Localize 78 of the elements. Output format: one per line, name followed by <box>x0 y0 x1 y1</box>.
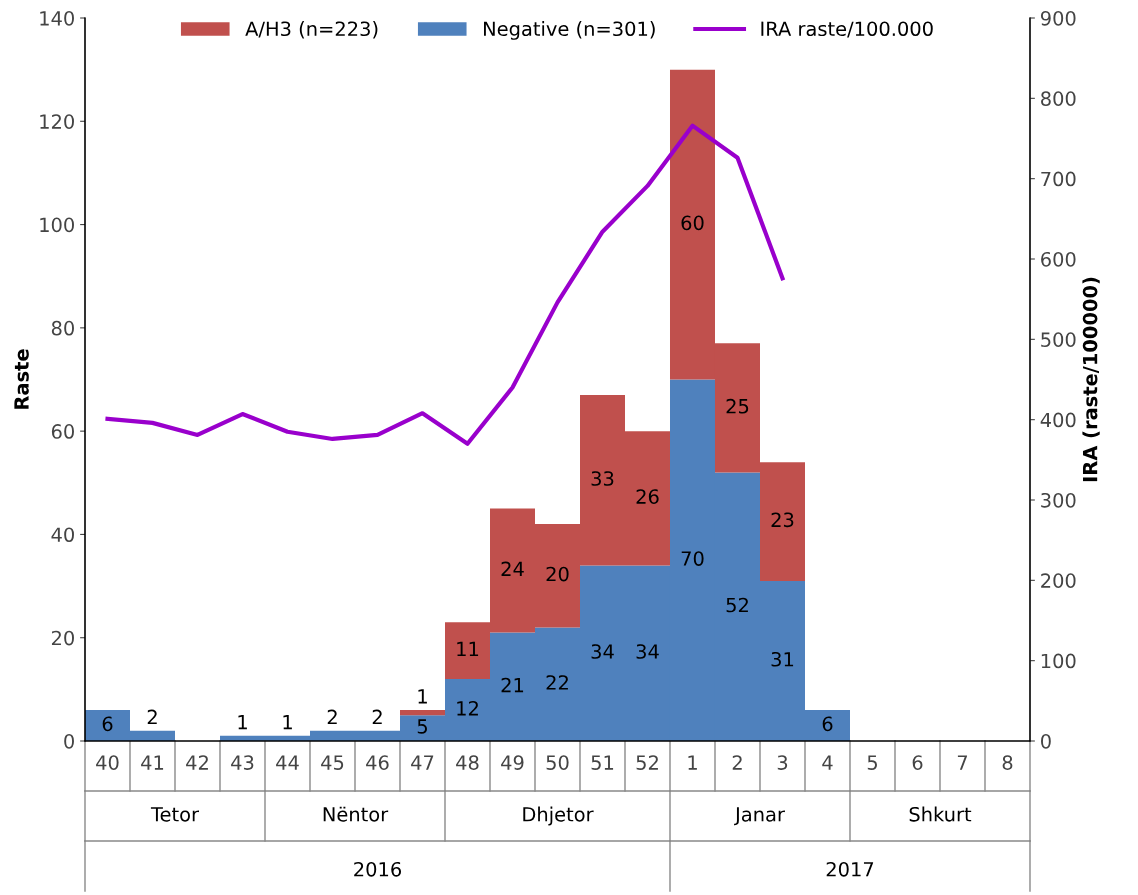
y2-tick-label: 100 <box>1041 653 1076 669</box>
x-tick-label: 44 <box>276 755 299 770</box>
x-tick-label: 6 <box>912 755 923 770</box>
y-tick-label: 80 <box>51 320 74 336</box>
y2-tick-label: 800 <box>1041 91 1076 106</box>
data-label: 1 <box>283 715 292 730</box>
y2-axis-title: IRA (raste/100000) <box>1082 277 1100 482</box>
y-tick-label: 120 <box>40 114 74 129</box>
data-label: 34 <box>591 644 614 659</box>
x-tick-label: 3 <box>777 755 788 770</box>
y-tick-label: 140 <box>40 10 74 26</box>
data-label: 20 <box>546 566 569 582</box>
y2-tick-label: 200 <box>1041 573 1076 588</box>
data-label: 34 <box>636 644 659 659</box>
y2-tick-label: 600 <box>1041 251 1076 267</box>
text: Janar <box>734 807 785 826</box>
data-label: 24 <box>501 561 524 576</box>
y2-tick-label: 500 <box>1041 332 1076 347</box>
x-tick-label: 5 <box>867 755 877 770</box>
data-label: 25 <box>726 398 749 414</box>
legend-label: IRA raste/100.000 <box>761 21 933 38</box>
data-label: 23 <box>771 512 794 528</box>
data-label: 6 <box>822 716 833 732</box>
y2-tick-label: 700 <box>1041 171 1076 187</box>
x-tick-label: 40 <box>96 755 119 770</box>
data-label: 2 <box>147 709 157 725</box>
y-tick-label: 60 <box>51 424 74 439</box>
text: Tetor <box>150 807 200 822</box>
y2-tick-label: 400 <box>1040 412 1076 428</box>
text: Nëntor <box>323 806 389 822</box>
x-tick-label: 42 <box>186 755 208 770</box>
bar <box>400 710 445 716</box>
x-tick-label: 46 <box>366 755 389 770</box>
y2-tick-label: 900 <box>1040 10 1076 26</box>
y2-tick-label: 0 <box>1041 733 1051 749</box>
x-tick-label: 41 <box>141 755 164 770</box>
x-tick-label: 1 <box>688 755 697 770</box>
text: 2017 <box>826 861 874 877</box>
x-tick-label: 51 <box>591 755 614 770</box>
y-tick-label: 0 <box>64 733 74 749</box>
x-tick-label: 49 <box>501 755 524 770</box>
legend-label: A/H3 (n=223) <box>245 21 378 39</box>
y-axis-title: Raste <box>14 349 29 409</box>
data-label: 31 <box>771 651 794 667</box>
data-label: 5 <box>417 719 427 734</box>
y-tick-label: 100 <box>40 217 74 233</box>
data-label: 1 <box>238 715 247 730</box>
line-series <box>105 123 785 446</box>
data-label: 70 <box>681 551 704 566</box>
text: Shkurt <box>909 806 972 822</box>
data-label: 33 <box>591 471 614 486</box>
y2-tick-label: 300 <box>1041 492 1076 508</box>
x-tick-label: 50 <box>546 755 569 770</box>
data-label: 22 <box>546 675 568 690</box>
data-label: 2 <box>372 709 382 725</box>
text: 2016 <box>354 861 402 877</box>
x-tick-label: 48 <box>456 755 479 770</box>
data-label: 2 <box>327 709 337 725</box>
x-tick-label: 4 <box>822 755 833 770</box>
x-tick-label: 52 <box>636 755 658 770</box>
data-label: 52 <box>726 597 748 613</box>
y-tick-label: 40 <box>51 527 74 543</box>
y-tick-label: 20 <box>51 630 74 646</box>
data-label: 1 <box>418 689 427 704</box>
data-label: 12 <box>457 700 478 716</box>
x-tick-label: 47 <box>411 755 434 770</box>
x-tick-label: 8 <box>1002 755 1013 770</box>
x-tick-label: 43 <box>231 755 254 770</box>
text: Dhjetor <box>523 806 594 826</box>
data-label: 26 <box>636 489 659 504</box>
data-label: 21 <box>501 677 524 693</box>
x-tick-label: 2 <box>732 755 742 770</box>
data-label: 11 <box>457 641 479 656</box>
legend-label: Negative (n=301) <box>484 21 655 40</box>
data-label: 60 <box>681 215 704 231</box>
x-tick-label: 45 <box>321 755 344 770</box>
x-tick-label: 7 <box>957 755 968 770</box>
data-label: 6 <box>102 716 113 732</box>
